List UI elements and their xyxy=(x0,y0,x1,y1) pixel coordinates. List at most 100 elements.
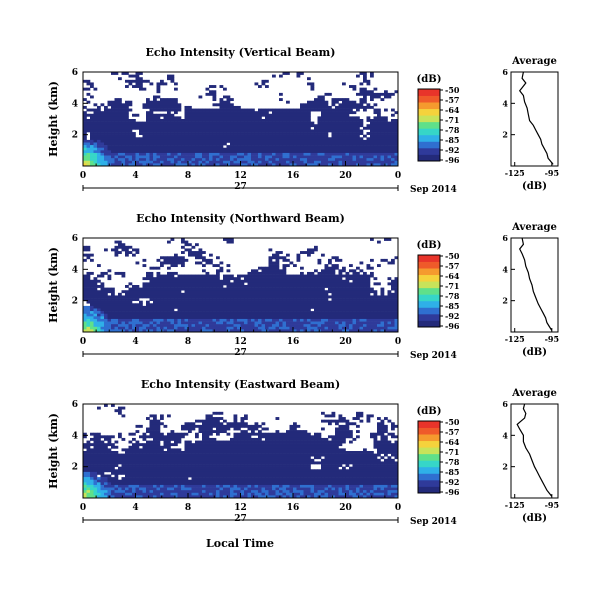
heatmap-cell xyxy=(226,298,231,301)
heatmap-cell xyxy=(86,92,91,96)
heatmap-cell xyxy=(314,305,318,309)
heatmap-cell xyxy=(121,487,126,491)
heatmap-cell xyxy=(181,158,185,162)
heatmap-cell xyxy=(163,300,168,304)
heatmap-cell xyxy=(205,129,210,133)
heatmap-cell xyxy=(167,285,171,288)
heatmap-cell xyxy=(160,445,164,449)
heatmap-cell xyxy=(100,469,105,473)
heatmap-cell xyxy=(209,303,213,307)
heatmap-cell xyxy=(331,321,336,325)
heatmap-cell xyxy=(310,108,315,112)
heatmap-cell xyxy=(303,147,308,151)
heatmap-cell xyxy=(191,113,196,117)
heatmap-cell xyxy=(198,321,203,325)
heatmap-cell xyxy=(356,300,360,304)
heatmap-cell xyxy=(160,300,164,304)
heatmap-cell xyxy=(296,158,301,162)
heatmap-cell xyxy=(104,139,108,143)
heatmap-cell xyxy=(289,324,294,328)
heatmap-cell xyxy=(128,298,133,301)
heatmap-cell xyxy=(230,311,234,315)
heatmap-cell xyxy=(86,453,91,457)
date-label: Sep 2014 xyxy=(410,351,457,361)
heatmap-cell xyxy=(100,495,105,499)
heatmap-cell xyxy=(212,324,217,328)
heatmap-cell xyxy=(286,124,290,128)
heatmap-cell xyxy=(391,137,395,141)
heatmap-cell xyxy=(279,303,283,307)
heatmap-cell xyxy=(247,292,252,296)
heatmap-cell xyxy=(366,295,371,299)
colorbar-tick-label: -92 xyxy=(445,145,459,155)
heatmap-cell xyxy=(114,303,119,307)
heatmap-cell xyxy=(146,495,150,499)
heatmap-cell xyxy=(125,313,129,317)
heatmap-cell xyxy=(310,142,315,146)
heatmap-cell xyxy=(275,290,280,294)
heatmap-cell xyxy=(268,129,273,133)
heatmap-cell xyxy=(100,329,105,333)
heatmap-cell xyxy=(345,300,350,304)
heatmap-cell xyxy=(282,163,287,167)
heatmap-cell xyxy=(146,471,150,475)
heatmap-cell xyxy=(265,132,269,135)
heatmap-cell xyxy=(286,282,290,286)
heatmap-cell xyxy=(303,132,308,135)
heatmap-cell xyxy=(83,119,87,122)
heatmap-cell xyxy=(289,303,294,307)
heatmap-cell xyxy=(181,324,185,328)
heatmap-cell xyxy=(321,287,325,291)
heatmap-cell xyxy=(107,311,112,315)
heatmap-cell xyxy=(370,300,374,304)
heatmap-cell xyxy=(104,437,108,441)
heatmap-cell xyxy=(296,150,301,154)
heatmap-cell xyxy=(114,492,119,496)
heatmap-cell xyxy=(338,137,343,141)
heatmap-cell xyxy=(219,100,224,104)
heatmap-cell xyxy=(86,321,91,325)
heatmap-cell xyxy=(317,100,322,104)
heatmap-cell xyxy=(240,155,245,159)
heatmap-cell xyxy=(289,313,294,317)
heatmap-cell xyxy=(377,326,381,330)
heatmap-cell xyxy=(230,160,234,164)
heatmap-cell xyxy=(111,129,115,133)
heatmap-cell xyxy=(195,243,199,247)
heatmap-cell xyxy=(328,160,332,164)
heatmap-cell xyxy=(275,295,280,299)
heatmap-cell xyxy=(167,152,171,156)
colorbar-tick-label: -96 xyxy=(445,155,460,165)
heatmap-cell xyxy=(282,277,287,281)
heatmap-cell xyxy=(265,129,269,133)
heatmap-cell xyxy=(321,316,325,320)
heatmap-cell xyxy=(233,113,238,117)
heatmap-cell xyxy=(142,313,147,317)
heatmap-cell xyxy=(293,119,297,122)
heatmap-cell xyxy=(181,142,185,146)
heatmap-cell xyxy=(226,329,231,333)
heatmap-cell xyxy=(111,484,115,488)
heatmap-cell xyxy=(321,119,325,122)
heatmap-cell xyxy=(97,305,101,309)
heatmap-cell xyxy=(219,279,224,283)
heatmap-cell xyxy=(254,324,259,328)
heatmap-cell xyxy=(272,256,276,260)
heatmap-cell xyxy=(198,311,203,315)
heatmap-cell xyxy=(342,100,346,104)
heatmap-cell xyxy=(377,129,381,133)
heatmap-cell xyxy=(132,124,136,128)
profile-y-tick-label: 6 xyxy=(502,233,508,243)
heatmap-cell xyxy=(93,305,98,309)
heatmap-cell xyxy=(342,308,346,312)
heatmap-cell xyxy=(296,287,301,291)
heatmap-cell xyxy=(118,469,122,473)
heatmap-cell xyxy=(139,464,143,467)
heatmap-cell xyxy=(153,121,157,125)
heatmap-cell xyxy=(258,321,262,325)
heatmap-cell xyxy=(198,300,203,304)
heatmap-cell xyxy=(128,295,133,299)
heatmap-cell xyxy=(363,316,367,320)
heatmap-cell xyxy=(321,113,325,117)
heatmap-cell xyxy=(352,134,357,138)
